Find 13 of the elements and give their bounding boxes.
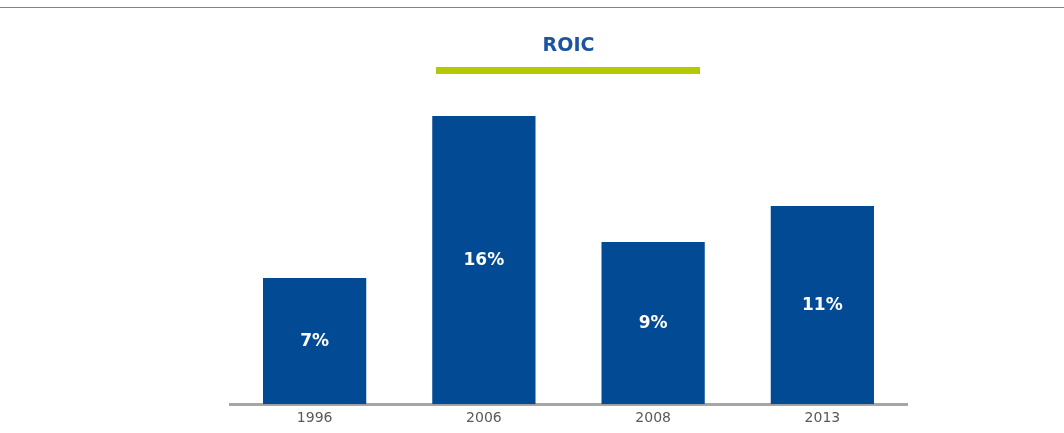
x-tick-label: 2008	[635, 409, 671, 426]
data-label: 11%	[802, 293, 843, 314]
chart-title: ROIC	[542, 32, 595, 55]
bar	[432, 116, 536, 405]
data-label: 7%	[300, 329, 330, 350]
x-tick-label: 2013	[804, 409, 841, 426]
bar	[770, 206, 874, 405]
x-tick-label: 2006	[466, 409, 502, 426]
bar	[601, 242, 705, 405]
bar	[263, 278, 367, 405]
data-label: 16%	[463, 248, 505, 269]
data-label: 9%	[638, 311, 668, 332]
x-tick-label: 1996	[296, 409, 333, 426]
